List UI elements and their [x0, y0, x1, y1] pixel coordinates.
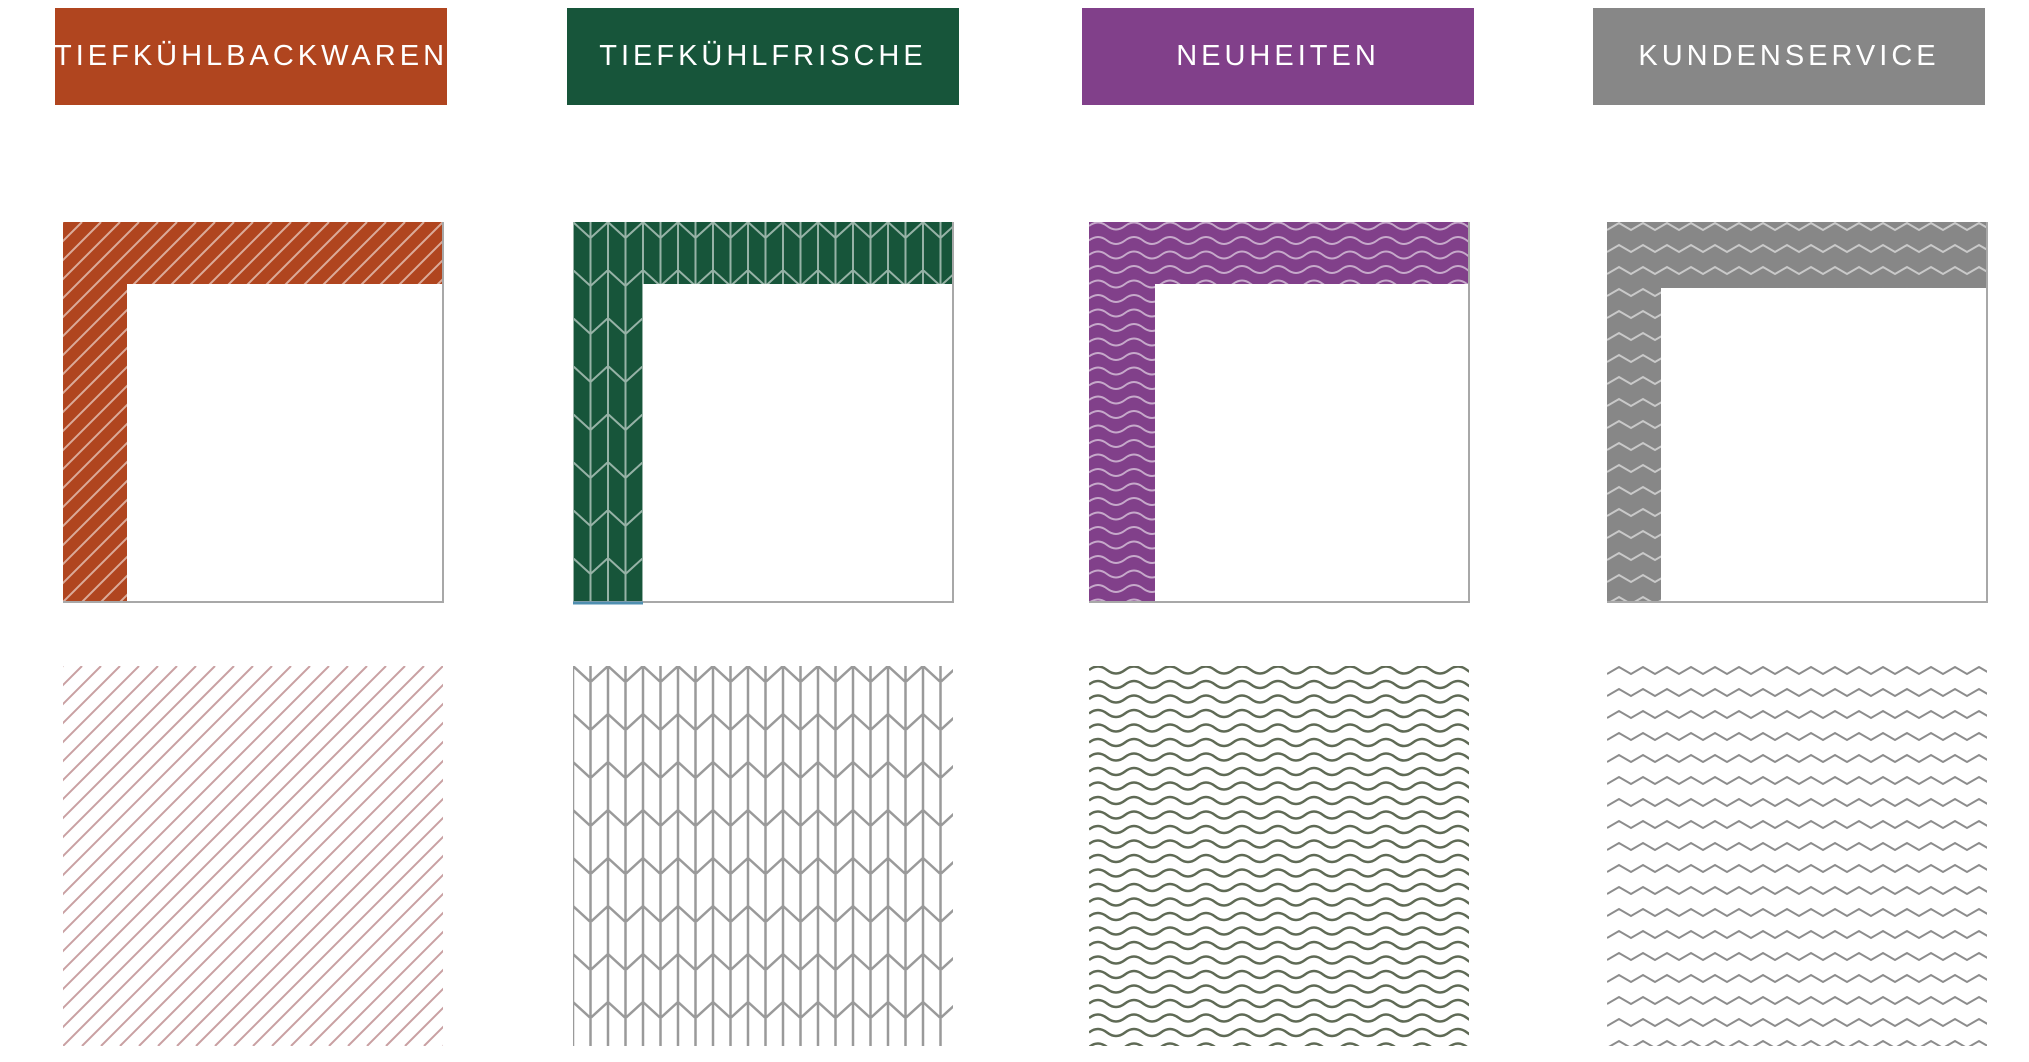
swatch-chevron-cubes — [573, 666, 953, 1046]
label-neuheiten: NEUHEITEN — [1082, 8, 1474, 105]
frame-tiefkuehlfrische — [573, 222, 954, 605]
frame-tiefkuehlbackwaren — [63, 222, 444, 603]
frame-kundenservice — [1607, 222, 1988, 603]
label-tiefkuehlfrische: TIEFKÜHLFRISCHE — [567, 8, 959, 105]
label-kundenservice: KUNDENSERVICE — [1593, 8, 1985, 105]
label-tiefkuehlbackwaren: TIEFKÜHLBACKWAREN — [54, 8, 447, 105]
frame-neuheiten — [1089, 222, 1470, 603]
swatch-waves — [1089, 666, 1469, 1046]
swatch-diagonal-stripes — [63, 666, 443, 1046]
swatch-zigzag — [1607, 666, 1987, 1046]
